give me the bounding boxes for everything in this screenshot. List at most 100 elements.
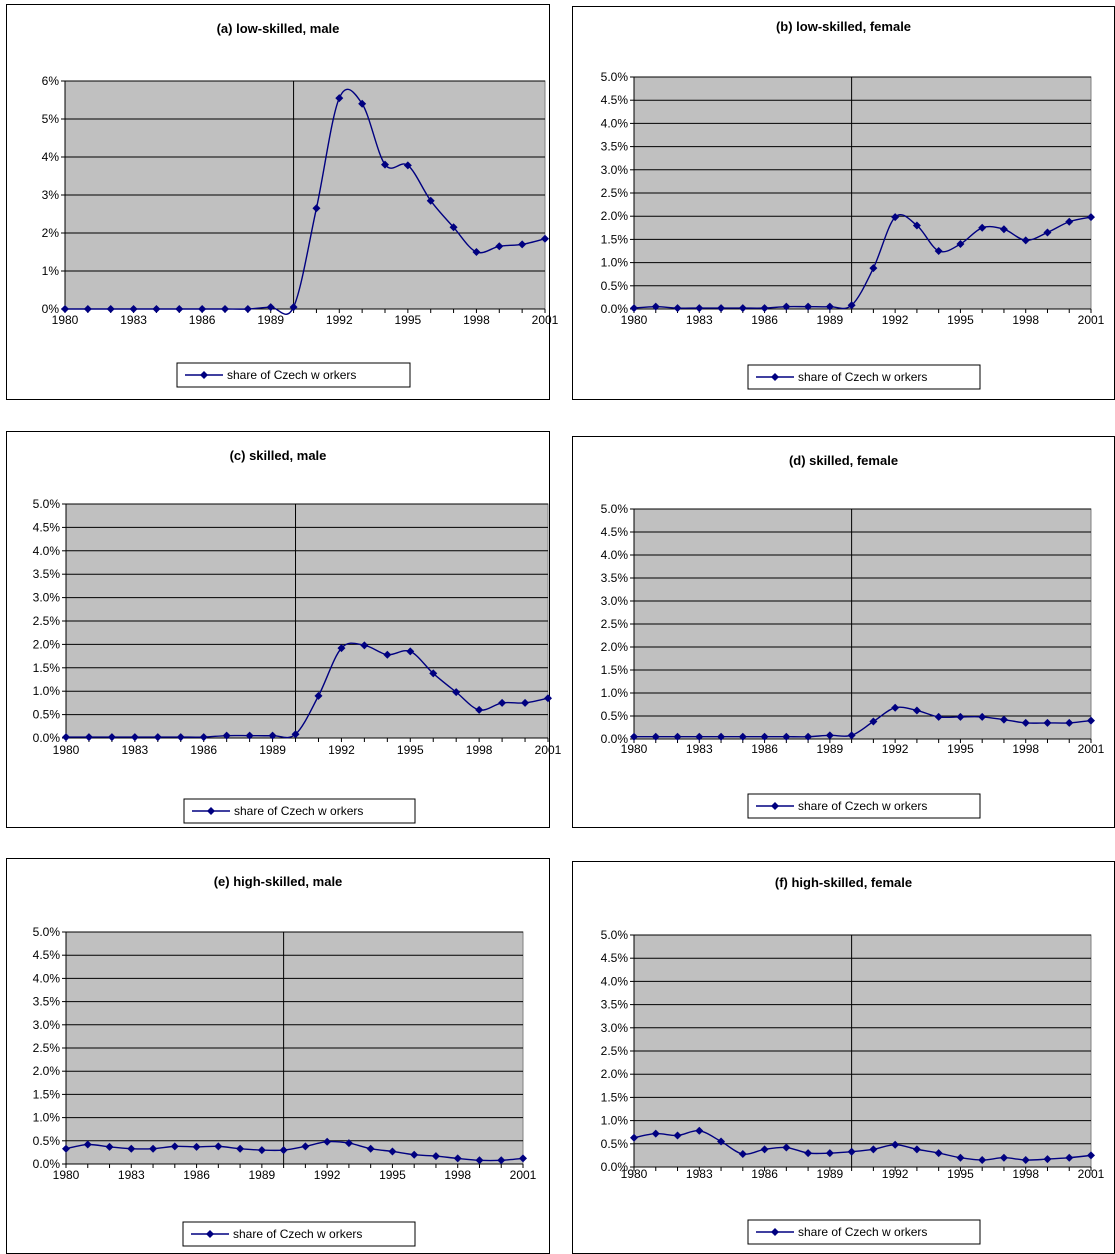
legend-marker-icon — [200, 371, 208, 379]
x-tick-label: 1992 — [314, 1168, 341, 1182]
y-tick-label: 6% — [42, 74, 60, 88]
y-tick-label: 0.5% — [601, 279, 629, 293]
data-point — [518, 240, 527, 249]
data-point — [956, 1153, 965, 1162]
y-tick-label: 3.0% — [601, 1021, 629, 1035]
series-line — [633, 213, 1092, 310]
data-point — [1087, 1151, 1095, 1160]
y-tick-label: 3.0% — [601, 594, 629, 608]
data-point — [1021, 1156, 1030, 1165]
data-point — [825, 731, 834, 740]
y-tick-label: 1.0% — [601, 1114, 629, 1128]
x-tick-label: 1995 — [947, 1167, 974, 1181]
y-tick-label: 2% — [42, 226, 60, 240]
y-tick-label: 1.5% — [33, 661, 61, 675]
x-tick-label: 1980 — [52, 313, 79, 327]
y-tick-label: 3% — [42, 188, 60, 202]
y-tick-label: 4.5% — [601, 525, 629, 539]
data-point — [912, 1145, 921, 1154]
data-point — [934, 247, 943, 255]
series-line — [65, 1140, 524, 1162]
chart-title: (b) low-skilled, female — [776, 19, 911, 34]
legend-label: share of Czech w orkers — [798, 799, 927, 813]
data-point — [804, 732, 813, 741]
legend-marker-icon — [771, 373, 779, 381]
data-point — [149, 1144, 158, 1153]
data-point — [192, 1142, 201, 1151]
x-tick-label: 1995 — [379, 1168, 406, 1182]
data-point — [344, 1139, 353, 1148]
y-tick-label: 0.0% — [601, 732, 629, 746]
y-tick-label: 2.0% — [601, 1067, 629, 1081]
data-point — [869, 1145, 878, 1154]
data-point — [366, 1144, 375, 1153]
x-tick-label: 1998 — [444, 1168, 471, 1182]
legend-label: share of Czech w orkers — [798, 1225, 927, 1239]
y-tick-label: 0.0% — [601, 1160, 629, 1174]
y-tick-label: 2.0% — [33, 1064, 61, 1078]
x-tick-label: 1983 — [120, 313, 147, 327]
data-point — [431, 1152, 440, 1161]
y-tick-label: 5.0% — [601, 70, 629, 84]
x-tick-label: 1986 — [751, 313, 778, 327]
x-tick-label: 1983 — [686, 742, 713, 756]
data-point — [912, 221, 921, 230]
data-point — [760, 1145, 769, 1154]
y-tick-label: 2.0% — [33, 637, 61, 651]
data-point — [825, 1149, 834, 1158]
chart-title: (f) high-skilled, female — [775, 875, 912, 890]
data-point — [497, 1156, 506, 1165]
x-tick-label: 1992 — [882, 742, 909, 756]
y-tick-label: 2.5% — [601, 617, 629, 631]
data-point — [301, 1142, 310, 1151]
y-tick-label: 0.0% — [33, 731, 61, 745]
data-point — [847, 301, 856, 310]
y-tick-label: 5% — [42, 112, 60, 126]
data-point — [738, 1150, 747, 1159]
data-point — [360, 641, 369, 650]
y-tick-label: 0.0% — [601, 302, 629, 316]
y-tick-label: 3.5% — [601, 571, 629, 585]
y-tick-label: 1.5% — [601, 232, 629, 246]
legend-label: share of Czech w orkers — [233, 1227, 362, 1241]
data-point — [83, 1140, 92, 1149]
y-tick-label: 4.0% — [33, 544, 61, 558]
x-tick-label: 1989 — [257, 313, 284, 327]
y-tick-label: 4.5% — [601, 93, 629, 107]
x-tick-label: 1989 — [817, 1167, 844, 1181]
x-tick-label: 1992 — [882, 1167, 909, 1181]
y-tick-label: 2.5% — [601, 186, 629, 200]
data-point — [541, 234, 549, 243]
data-point — [257, 1146, 266, 1155]
data-point — [198, 305, 207, 313]
y-tick-label: 3.5% — [601, 140, 629, 154]
y-tick-label: 1.0% — [33, 684, 61, 698]
data-point — [452, 688, 461, 697]
data-point — [127, 1144, 136, 1153]
data-point — [62, 1144, 70, 1153]
data-point — [266, 303, 275, 312]
y-tick-label: 5.0% — [601, 502, 629, 516]
data-point — [1043, 228, 1052, 237]
data-point — [891, 1140, 900, 1149]
data-point — [170, 1142, 179, 1151]
y-tick-label: 4.0% — [601, 974, 629, 988]
chart-svg: (e) high-skilled, male 0.0% 0.5% 1.0% 1.5% 2.… — [33, 874, 537, 1247]
y-tick-label: 3.0% — [33, 1018, 61, 1032]
x-tick-label: 1998 — [1012, 313, 1039, 327]
x-tick-label: 1980 — [621, 313, 648, 327]
y-tick-label: 4.0% — [33, 971, 61, 985]
data-point — [673, 1131, 682, 1140]
data-point — [83, 305, 92, 313]
data-point — [673, 304, 682, 313]
data-point — [475, 705, 484, 714]
data-point — [410, 1150, 419, 1159]
y-tick-label: 3.5% — [33, 995, 61, 1009]
data-point — [738, 304, 747, 313]
x-tick-label: 1995 — [397, 743, 424, 757]
x-tick-label: 1983 — [118, 1168, 145, 1182]
data-point — [152, 305, 161, 313]
chart-title: (d) skilled, female — [789, 453, 898, 468]
data-point — [406, 647, 415, 656]
x-tick-label: 1998 — [1012, 742, 1039, 756]
